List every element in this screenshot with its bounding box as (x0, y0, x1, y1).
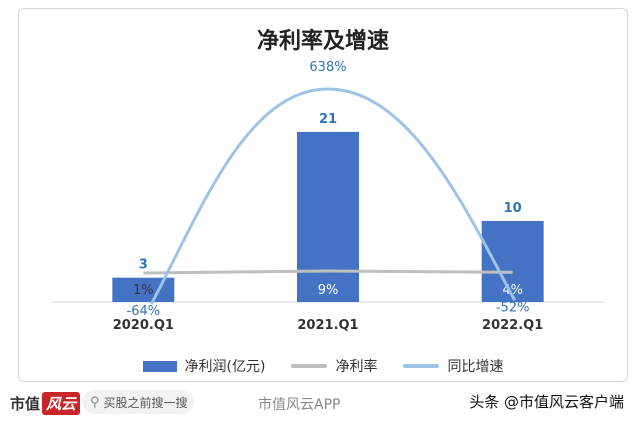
bar-net-profit (481, 221, 544, 302)
chart-panel: 净利率及增速 3 21 10 1% 9% 4% -64% 638% -52% 2020.Q1 202… (18, 8, 628, 382)
app-watermark: 市值风云APP (258, 397, 341, 413)
legend-swatch-line (403, 364, 440, 368)
chart-title: 净利率及增速 (256, 29, 389, 54)
legend-label: 净利率 (335, 359, 378, 375)
chart-legend: 净利润(亿元) 净利率 同比增速 (19, 356, 627, 376)
search-box[interactable]: ⚲ 买股之前搜一搜 (82, 390, 194, 414)
x-tick-label: 2021.Q1 (297, 318, 358, 333)
bar-value-label: 3 (139, 258, 148, 273)
legend-swatch-bar (142, 360, 177, 372)
legend-item-net-margin: 净利率 (291, 356, 377, 376)
margin-value-label: 1% (133, 283, 154, 298)
legend-label: 同比增速 (447, 359, 504, 375)
legend-label: 净利润(亿元) (184, 359, 266, 375)
bar-value-label: 21 (319, 112, 337, 127)
legend-item-yoy-growth: 同比增速 (403, 356, 503, 376)
margin-value-label: 9% (318, 283, 339, 298)
legend-item-net-profit: 净利润(亿元) (142, 356, 266, 376)
footer-bar: 市值 风云 ⚲ 买股之前搜一搜 市值风云APP 头条 @市值风云客户端 (0, 386, 640, 422)
growth-value-label: 638% (309, 60, 346, 75)
line-yoy-growth (150, 87, 516, 305)
search-icon: ⚲ (90, 394, 100, 410)
logo-mark: 风云 (42, 392, 81, 415)
site-logo[interactable]: 市值 风云 (10, 392, 81, 415)
x-tick-label: 2020.Q1 (113, 318, 174, 333)
growth-value-label: -52% (496, 300, 530, 315)
line-net-margin (143, 269, 513, 275)
bar-net-profit (297, 131, 359, 302)
x-tick-label: 2022.Q1 (482, 318, 543, 333)
bar-value-label: 10 (504, 201, 522, 216)
search-placeholder: 买股之前搜一搜 (103, 395, 188, 410)
brand-credit: 头条 @市值风云客户端 (469, 393, 624, 411)
growth-value-label: -64% (127, 304, 161, 319)
legend-swatch-line (291, 364, 328, 368)
logo-text: 市值 (10, 395, 41, 413)
